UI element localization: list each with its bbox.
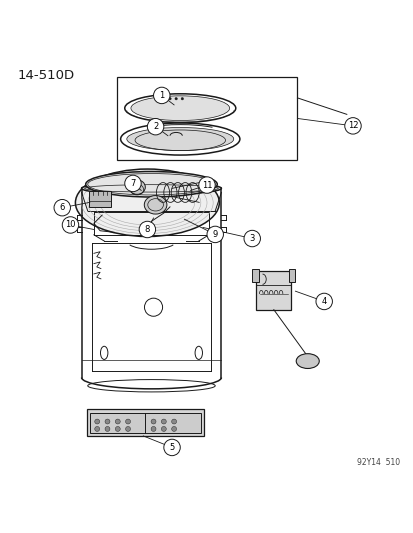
Ellipse shape (296, 354, 318, 368)
Bar (90, 413, 200, 433)
Circle shape (147, 118, 164, 135)
Ellipse shape (126, 127, 233, 150)
Circle shape (171, 419, 176, 424)
Circle shape (206, 226, 223, 243)
Ellipse shape (131, 96, 229, 120)
Circle shape (95, 426, 100, 431)
Text: 2: 2 (152, 122, 158, 131)
Circle shape (105, 426, 110, 431)
Text: 4: 4 (321, 297, 326, 306)
Ellipse shape (85, 172, 217, 197)
Ellipse shape (75, 169, 219, 237)
Bar (116, 77, 297, 159)
Text: 8: 8 (144, 225, 150, 234)
Text: 6: 6 (59, 203, 65, 212)
Circle shape (164, 439, 180, 456)
Text: 7: 7 (130, 179, 135, 188)
Circle shape (344, 118, 360, 134)
Circle shape (95, 419, 100, 424)
Circle shape (153, 87, 170, 103)
Circle shape (125, 419, 130, 424)
Ellipse shape (128, 180, 145, 195)
Text: 14-510D: 14-510D (18, 69, 75, 82)
Circle shape (62, 217, 78, 233)
Circle shape (105, 419, 110, 424)
Text: 1: 1 (159, 91, 164, 100)
Text: 92Y14  510: 92Y14 510 (356, 458, 399, 467)
Bar (252, 269, 258, 282)
Bar (88, 191, 111, 207)
Text: 11: 11 (201, 181, 212, 190)
Circle shape (161, 419, 166, 424)
Bar (256, 271, 291, 310)
Circle shape (175, 98, 177, 100)
Circle shape (315, 293, 332, 310)
Bar (288, 269, 295, 282)
Text: 10: 10 (65, 221, 76, 230)
Circle shape (171, 426, 176, 431)
Text: 5: 5 (169, 443, 174, 452)
Circle shape (115, 419, 120, 424)
Text: 3: 3 (249, 234, 254, 243)
Circle shape (115, 426, 120, 431)
Circle shape (151, 419, 156, 424)
Circle shape (54, 199, 70, 216)
Circle shape (139, 221, 155, 238)
Circle shape (124, 175, 141, 192)
Circle shape (198, 177, 215, 193)
Circle shape (180, 98, 183, 100)
Circle shape (151, 426, 156, 431)
Circle shape (169, 98, 171, 100)
Bar (86, 409, 204, 437)
Ellipse shape (81, 182, 221, 195)
Circle shape (125, 426, 130, 431)
Ellipse shape (144, 196, 166, 214)
Circle shape (161, 426, 166, 431)
Text: 12: 12 (347, 122, 357, 131)
Text: 9: 9 (212, 230, 217, 239)
Circle shape (243, 230, 260, 247)
